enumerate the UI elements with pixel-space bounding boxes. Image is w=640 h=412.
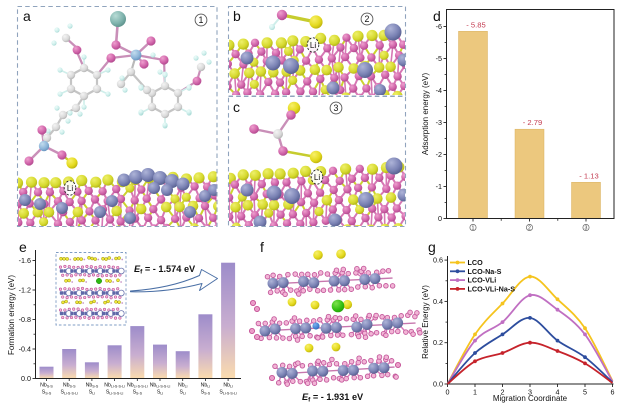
svg-text:LCO-VLi-Na-S: LCO-VLi-Na-S: [468, 285, 516, 294]
svg-text:NbLi-S-S-Li: NbLi-S-S-Li: [127, 383, 148, 389]
svg-text:NbLi-S-S-Li: NbLi-S-S-Li: [150, 383, 171, 389]
svg-text:- 2.79: - 2.79: [523, 118, 542, 127]
svg-text:-1.2: -1.2: [19, 286, 31, 295]
svg-text:SLi: SLi: [180, 390, 186, 396]
svg-text:0.2: 0.2: [433, 338, 443, 347]
svg-text:Li: Li: [310, 41, 317, 50]
svg-text:LCO-VLi: LCO-VLi: [468, 276, 497, 285]
svg-text:2: 2: [501, 388, 505, 397]
svg-text:2: 2: [365, 14, 370, 24]
svg-text:f: f: [260, 239, 264, 255]
svg-text:0: 0: [438, 214, 442, 223]
svg-text:LCO-Na-S: LCO-Na-S: [468, 267, 502, 276]
svg-text:c: c: [233, 99, 240, 115]
svg-text:-2: -2: [436, 150, 442, 159]
svg-text:SS-S: SS-S: [133, 390, 143, 396]
svg-text:-0.4: -0.4: [19, 345, 31, 354]
svg-text:2: 2: [528, 226, 531, 232]
svg-text:1: 1: [473, 388, 477, 397]
svg-text:SLi: SLi: [89, 390, 95, 396]
svg-text:3: 3: [528, 388, 532, 397]
svg-text:1: 1: [472, 226, 475, 232]
svg-text:Li: Li: [67, 184, 74, 193]
svg-text:3: 3: [334, 103, 339, 113]
svg-text:- 1.13: - 1.13: [579, 171, 598, 180]
svg-text:NbS-S: NbS-S: [63, 383, 76, 389]
svg-text:Ef = - 1.931 eV: Ef = - 1.931 eV: [302, 392, 364, 404]
svg-text:SS-S: SS-S: [42, 390, 52, 396]
svg-text:-1: -1: [436, 182, 442, 191]
svg-text:-0.8: -0.8: [19, 315, 31, 324]
svg-text:NbS-S: NbS-S: [40, 383, 53, 389]
svg-text:4: 4: [556, 388, 560, 397]
svg-text:3: 3: [585, 226, 588, 232]
svg-text:0.6: 0.6: [433, 256, 443, 265]
svg-text:Adsorption energy (eV): Adsorption energy (eV): [421, 73, 430, 156]
svg-text:SLi: SLi: [157, 390, 163, 396]
svg-text:5: 5: [583, 388, 587, 397]
svg-text:NbLi: NbLi: [178, 383, 188, 389]
svg-text:NbLi: NbLi: [201, 383, 211, 389]
svg-text:- 5.85: - 5.85: [466, 20, 485, 29]
svg-text:SS-S: SS-S: [201, 390, 211, 396]
svg-text:-4: -4: [436, 86, 442, 95]
svg-text:NbS-S: NbS-S: [86, 383, 99, 389]
svg-text:g: g: [428, 239, 436, 255]
svg-text:-5: -5: [436, 54, 442, 63]
svg-text:Relative Energy (eV): Relative Energy (eV): [421, 285, 430, 359]
svg-text:6: 6: [611, 388, 615, 397]
svg-text:LCO: LCO: [468, 258, 484, 267]
svg-text:b: b: [233, 8, 241, 24]
svg-text:Li: Li: [314, 173, 321, 182]
svg-text:NbLi: NbLi: [223, 383, 233, 389]
svg-text:SLi-S-S-Li: SLi-S-S-Li: [60, 390, 78, 396]
svg-text:SLi-S-S-Li: SLi-S-S-Li: [106, 390, 124, 396]
svg-text:Ef = - 1.574 eV: Ef = - 1.574 eV: [134, 264, 196, 276]
svg-text:0.0: 0.0: [433, 380, 443, 389]
svg-text:-3: -3: [436, 118, 442, 127]
svg-text:Formation energy (eV): Formation energy (eV): [7, 275, 16, 355]
svg-text:NbLi-S-S-Li: NbLi-S-S-Li: [104, 383, 125, 389]
svg-text:1: 1: [199, 15, 204, 25]
svg-text:-6: -6: [436, 22, 442, 31]
svg-text:e: e: [19, 239, 27, 255]
svg-text:SLi-S-S-Li: SLi-S-S-Li: [219, 390, 237, 396]
svg-text:d: d: [433, 8, 441, 24]
svg-text:0.4: 0.4: [433, 297, 443, 306]
svg-text:0.0: 0.0: [21, 374, 31, 383]
svg-text:0: 0: [446, 388, 450, 397]
svg-text:a: a: [23, 8, 31, 24]
svg-text:Migration Coordinate: Migration Coordinate: [493, 394, 568, 403]
svg-text:-1.6: -1.6: [19, 256, 31, 265]
